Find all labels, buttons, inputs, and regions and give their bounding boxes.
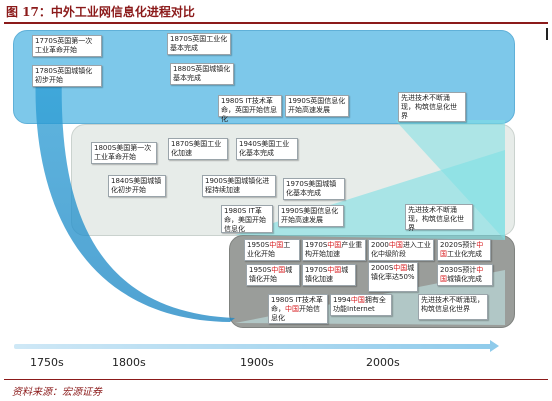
box-us-1870: 1870S美国工业化加速 <box>168 138 228 160</box>
box-uk-1980-it: 1980S IT技术革命，英国开始信息化 <box>218 95 282 123</box>
box-cn-2020: 2020S预计中国工业化完成 <box>437 239 491 261</box>
box-us-1970: 1970S美国城镇化基本完成 <box>283 178 345 200</box>
box-cn-1970-urban: 1970S中国城镇化加速 <box>302 264 356 286</box>
box-uk-future: 先进技术不断涌现，构筑信息化世界 <box>398 92 466 122</box>
history-curve-arrow <box>35 70 236 322</box>
box-us-future: 先进技术不断涌现，构筑信息化世界 <box>405 204 473 232</box>
box-uk-1880: 1880S英国城镇化基本完成 <box>170 63 234 85</box>
tick-1800s: 1800s <box>112 356 146 369</box>
box-us-1800: 1800S美国第一次工业革命开始 <box>91 142 157 164</box>
box-cn-2000-urban: 2000S中国城镇化率达50% <box>368 262 418 292</box>
box-cn-2030: 2030S预计中国城镇化完成 <box>437 264 493 286</box>
figure-title: 图 17：中外工业网信息化进程对比 <box>6 5 195 19</box>
box-cn-1994: 1994中国拥有全功能Internet <box>330 294 392 316</box>
tick-1750s: 1750s <box>30 356 64 369</box>
box-cn-1950: 1950S中国工业化开始 <box>244 239 300 261</box>
box-us-1990: 1990S美国信息化开始高速发展 <box>278 205 344 227</box>
timeline-axis <box>14 344 494 349</box>
edge-marker <box>546 28 548 40</box>
box-uk-1990: 1990S英国信息化开始高速发展 <box>285 95 349 117</box>
box-us-1980-it: 1980S IT革命，美国开始信息化 <box>221 205 273 233</box>
tick-2000s: 2000s <box>366 356 400 369</box>
box-cn-1950-urban: 1950S中国城镇化开始 <box>246 264 300 286</box>
box-cn-1970-industry: 1970S中国产业重构开始加速 <box>302 239 366 261</box>
tick-1900s: 1900s <box>240 356 274 369</box>
box-cn-1980-it: 1980S IT技术革命，中国开始信息化 <box>268 294 328 324</box>
bottom-divider <box>4 379 548 380</box>
box-uk-1870: 1870S英国工业化基本完成 <box>167 33 231 55</box>
title-divider <box>4 22 548 24</box>
box-us-1840: 1840S美国城镇化初步开始 <box>108 175 166 197</box>
box-us-1900: 1900S美国城镇化进程持续加速 <box>202 175 276 197</box>
box-cn-2000-industry: 2000中国进入工业化中级阶段 <box>368 239 434 261</box>
box-cn-future: 先进技术不断涌现，构筑信息化世界 <box>418 294 488 320</box>
source-note: 资料来源：宏源证券 <box>12 387 102 398</box>
timeline-arrowhead <box>490 340 499 352</box>
box-uk-1770: 1770S英国第一次工业革命开始 <box>32 35 102 57</box>
box-uk-1780: 1780S英国城镇化初步开始 <box>32 65 102 87</box>
box-us-1940: 1940S美国工业化基本完成 <box>236 138 298 160</box>
